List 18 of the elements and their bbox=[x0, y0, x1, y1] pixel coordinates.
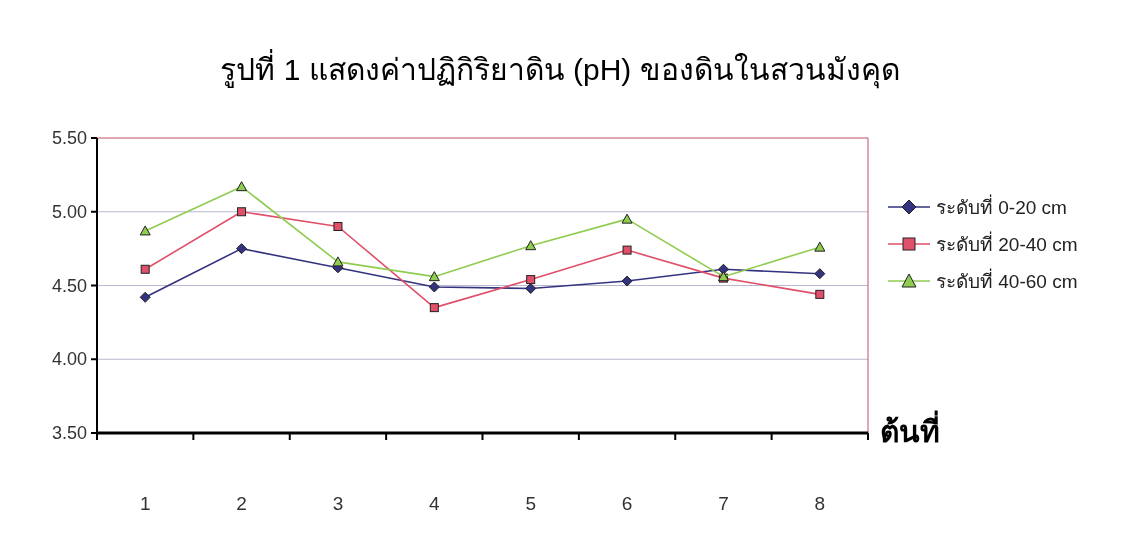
y-tick-label: 5.00 bbox=[51, 201, 87, 222]
x-tick-label: 4 bbox=[429, 493, 441, 514]
y-tick-label: 4.50 bbox=[51, 275, 87, 296]
chart-title: รูปที่ 1 แสดงค่าปฏิกิริยาดิน (pH) ของดินในสวนมังคุด bbox=[220, 49, 900, 89]
legend-label: ระดับที่ 0-20 cm bbox=[936, 194, 1067, 218]
y-tick-label: 3.50 bbox=[51, 423, 87, 443]
x-axis-title: ต้นที่ bbox=[880, 410, 940, 448]
x-tick-label: 2 bbox=[236, 493, 247, 514]
x-tick-label: 7 bbox=[718, 493, 729, 514]
legend-label: ระดับที่ 40-60 cm bbox=[936, 268, 1078, 292]
x-tick-label: 6 bbox=[621, 493, 633, 514]
x-tick-label: 8 bbox=[814, 493, 826, 514]
x-tick-label: 5 bbox=[525, 493, 536, 514]
y-tick-label: 4.00 bbox=[51, 349, 87, 370]
x-tick-label: 3 bbox=[332, 493, 344, 514]
legend-label: ระดับที่ 20-40 cm bbox=[936, 231, 1078, 255]
y-tick-label: 5.50 bbox=[51, 128, 87, 148]
x-tick-label: 1 bbox=[139, 493, 151, 514]
